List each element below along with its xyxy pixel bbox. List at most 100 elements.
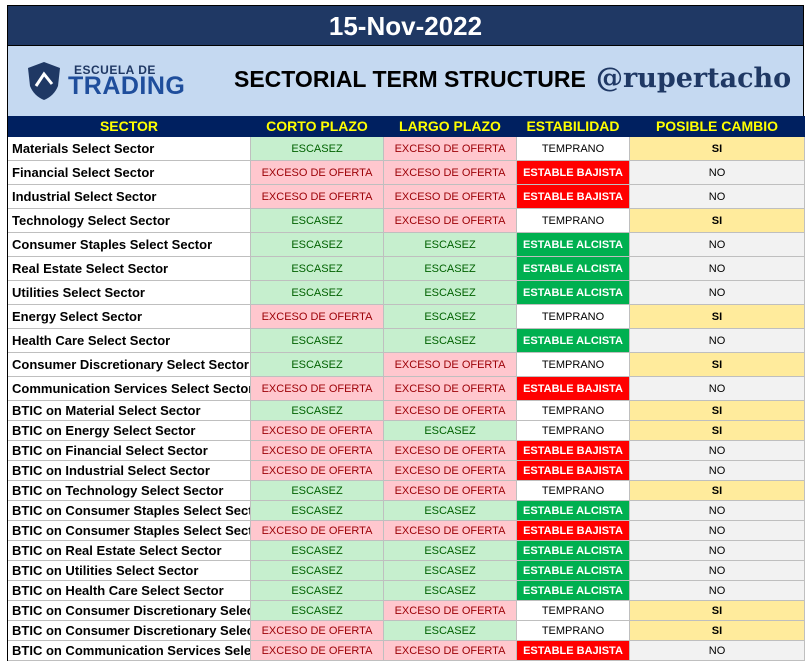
status-cell: ESTABLE ALCISTA — [517, 257, 630, 281]
sector-name: Health Care Select Sector — [8, 329, 251, 353]
status-cell: ESCASEZ — [251, 501, 384, 521]
status-cell: TEMPRANO — [517, 401, 630, 421]
status-cell: ESTABLE ALCISTA — [517, 501, 630, 521]
logo-shield — [28, 62, 60, 100]
status-cell: SI — [630, 209, 805, 233]
status-cell: EXCESO DE OFERTA — [251, 377, 384, 401]
status-cell: ESCASEZ — [384, 281, 517, 305]
sector-name: Industrial Select Sector — [8, 185, 251, 209]
status-cell: ESCASEZ — [251, 401, 384, 421]
handle: @rupertacho — [596, 63, 792, 94]
status-cell: ESCASEZ — [251, 281, 384, 305]
table: SECTOR CORTO PLAZO LARGO PLAZO ESTABILIDAD P… — [7, 116, 805, 661]
status-cell: EXCESO DE OFERTA — [251, 521, 384, 541]
sector-name: Utilities Select Sector — [8, 281, 251, 305]
status-cell: TEMPRANO — [517, 209, 630, 233]
sector-name: BTIC on Health Care Select Sector — [8, 581, 251, 601]
status-cell: ESCASEZ — [384, 305, 517, 329]
status-cell: NO — [630, 281, 805, 305]
status-cell: EXCESO DE OFERTA — [384, 401, 517, 421]
status-cell: SI — [630, 137, 805, 161]
status-cell: EXCESO DE OFERTA — [384, 185, 517, 209]
status-cell: NO — [630, 257, 805, 281]
status-cell: ESTABLE BAJISTA — [517, 161, 630, 185]
status-cell: ESTABLE ALCISTA — [517, 281, 630, 305]
status-cell: NO — [630, 461, 805, 481]
column-header: ESTABILIDAD — [517, 116, 630, 137]
sector-name: BTIC on Consumer Staples Select Secto — [8, 501, 251, 521]
status-cell: ESCASEZ — [384, 421, 517, 441]
sector-name: Communication Services Select Sector — [8, 377, 251, 401]
status-cell: ESCASEZ — [251, 209, 384, 233]
status-cell: NO — [630, 521, 805, 541]
status-cell: ESTABLE BAJISTA — [517, 441, 630, 461]
column-header: LARGO PLAZO — [384, 116, 517, 137]
date-title: 15-Nov-2022 — [7, 5, 804, 46]
sector-name: BTIC on Material Select Sector — [8, 401, 251, 421]
status-cell: ESTABLE ALCISTA — [517, 233, 630, 257]
status-cell: ESCASEZ — [251, 329, 384, 353]
status-cell: EXCESO DE OFERTA — [251, 305, 384, 329]
status-cell: NO — [630, 541, 805, 561]
status-cell: EXCESO DE OFERTA — [384, 353, 517, 377]
status-cell: EXCESO DE OFERTA — [384, 461, 517, 481]
status-cell: EXCESO DE OFERTA — [251, 641, 384, 661]
sector-name: BTIC on Utilities Select Sector — [8, 561, 251, 581]
status-cell: EXCESO DE OFERTA — [384, 209, 517, 233]
status-cell: SI — [630, 421, 805, 441]
status-cell: ESCASEZ — [384, 541, 517, 561]
status-cell: ESTABLE BAJISTA — [517, 185, 630, 209]
status-cell: ESTABLE ALCISTA — [517, 561, 630, 581]
status-cell: EXCESO DE OFERTA — [251, 185, 384, 209]
status-cell: ESCASEZ — [251, 233, 384, 257]
status-cell: TEMPRANO — [517, 481, 630, 501]
status-cell: NO — [630, 233, 805, 257]
status-cell: SI — [630, 353, 805, 377]
status-cell: TEMPRANO — [517, 421, 630, 441]
status-cell: SI — [630, 305, 805, 329]
status-cell: SI — [630, 601, 805, 621]
status-cell: EXCESO DE OFERTA — [251, 161, 384, 185]
sector-name: BTIC on Industrial Select Sector — [8, 461, 251, 481]
status-cell: NO — [630, 329, 805, 353]
status-cell: TEMPRANO — [517, 601, 630, 621]
column-header: SECTOR — [8, 116, 251, 137]
sector-name: Technology Select Sector — [8, 209, 251, 233]
status-cell: EXCESO DE OFERTA — [384, 641, 517, 661]
status-cell: ESTABLE ALCISTA — [517, 581, 630, 601]
status-cell: ESCASEZ — [251, 353, 384, 377]
status-cell: ESTABLE BAJISTA — [517, 461, 630, 481]
sector-name: BTIC on Energy Select Sector — [8, 421, 251, 441]
status-cell: ESCASEZ — [384, 501, 517, 521]
status-cell: ESCASEZ — [251, 137, 384, 161]
status-cell: ESCASEZ — [251, 601, 384, 621]
column-header: CORTO PLAZO — [251, 116, 384, 137]
status-cell: ESCASEZ — [384, 561, 517, 581]
status-cell: EXCESO DE OFERTA — [251, 621, 384, 641]
logo-text: TRADING — [68, 72, 186, 100]
status-cell: SI — [630, 481, 805, 501]
status-cell: NO — [630, 561, 805, 581]
sector-name: BTIC on Consumer Staples Select Secto — [8, 521, 251, 541]
sector-name: Energy Select Sector — [8, 305, 251, 329]
status-cell: ESTABLE BAJISTA — [517, 377, 630, 401]
status-cell: ESCASEZ — [251, 541, 384, 561]
sector-name: BTIC on Financial Select Sector — [8, 441, 251, 461]
status-cell: ESTABLE BAJISTA — [517, 521, 630, 541]
status-cell: TEMPRANO — [517, 305, 630, 329]
status-cell: NO — [630, 501, 805, 521]
sector-name: BTIC on Technology Select Sector — [8, 481, 251, 501]
header-band: ESCUELA DE TRADING SECTORIAL TERM STRUCT… — [7, 46, 804, 116]
status-cell: ESCASEZ — [384, 581, 517, 601]
status-cell: EXCESO DE OFERTA — [251, 461, 384, 481]
page-title: SECTORIAL TERM STRUCTURE — [234, 66, 586, 92]
status-cell: SI — [630, 621, 805, 641]
status-cell: EXCESO DE OFERTA — [384, 377, 517, 401]
logo-text: ESCUELA DE — [74, 63, 156, 77]
status-cell: EXCESO DE OFERTA — [251, 441, 384, 461]
status-cell: ESCASEZ — [251, 481, 384, 501]
sector-name: BTIC on Communication Services Select — [8, 641, 251, 661]
status-cell: EXCESO DE OFERTA — [384, 601, 517, 621]
status-cell: SI — [630, 401, 805, 421]
status-cell: EXCESO DE OFERTA — [384, 481, 517, 501]
